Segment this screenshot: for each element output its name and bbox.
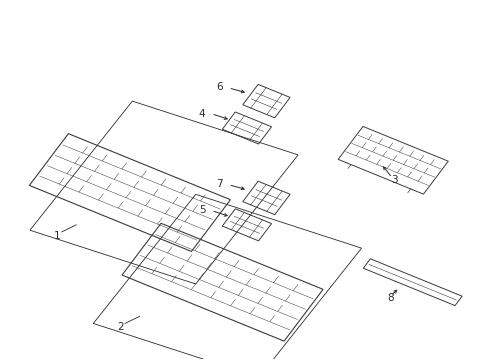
Text: 6: 6: [216, 82, 222, 92]
Text: 7: 7: [216, 179, 222, 189]
Text: 1: 1: [53, 231, 60, 240]
Text: 2: 2: [117, 322, 123, 332]
Text: 4: 4: [199, 109, 205, 119]
Text: 3: 3: [390, 175, 397, 185]
Text: 8: 8: [386, 293, 393, 303]
Text: 5: 5: [199, 206, 205, 216]
